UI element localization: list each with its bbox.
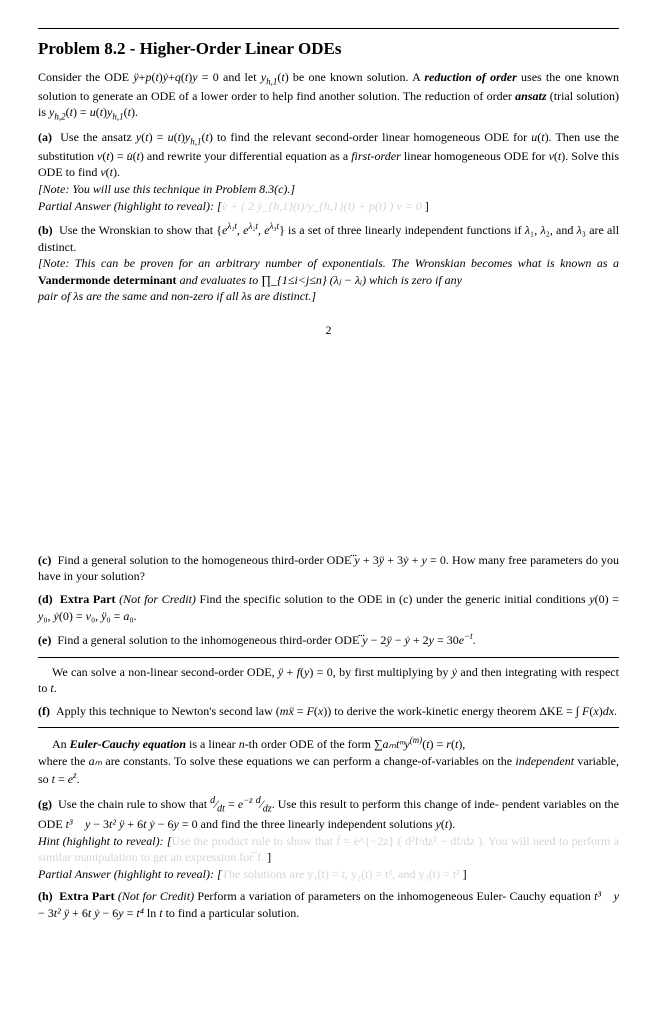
part-g-partial-label: Partial Answer (highlight to reveal): [ <box>38 867 222 881</box>
part-a-partial-close: ] <box>422 199 429 213</box>
euler-cauchy-paragraph: An Euler-Cauchy equation is a linear n-t… <box>38 727 619 788</box>
nonlinear-paragraph: We can solve a non-linear second-order O… <box>38 657 619 697</box>
part-d: (d) Extra Part (Not for Credit) Find the… <box>38 591 619 624</box>
part-g-label: (g) <box>38 797 52 811</box>
ec-rest: is a linear n-th order ODE of the form ∑… <box>186 737 465 751</box>
part-a-note: [Note: You will use this technique in Pr… <box>38 182 295 196</box>
part-e-label: (e) <box>38 633 51 647</box>
part-a-hidden-answer[interactable]: v̇ + ( 2 ẏ_{h,1}(t)/y_{h,1}(t) + p(t) ) … <box>222 199 422 213</box>
part-a: (a) Use the ansatz y(t) = u(t)yh,1(t) to… <box>38 129 619 214</box>
part-g-hidden-answer[interactable]: The solutions are y₁(t) = t, y₂(t) = t²,… <box>222 867 460 881</box>
term-ansatz: ansatz <box>515 89 546 103</box>
part-g-partial-close: ] <box>460 867 467 881</box>
part-f: (f) Apply this technique to Newton's sec… <box>38 703 619 720</box>
term-reduction: reduction of order <box>424 70 516 84</box>
part-b: (b) Use the Wronskian to show that {eλ₁t… <box>38 220 619 305</box>
part-g: (g) Use the chain rule to show that d⁄dt… <box>38 794 619 882</box>
part-f-label: (f) <box>38 704 50 718</box>
top-rule <box>38 28 619 29</box>
part-h-label: (h) <box>38 889 53 903</box>
part-a-partial-label: Partial Answer (highlight to reveal): [ <box>38 199 222 213</box>
part-h: (h) Extra Part (Not for Credit) Perform … <box>38 888 619 921</box>
part-c-label: (c) <box>38 553 51 567</box>
page-number: 2 <box>38 323 619 338</box>
part-b-note: [Note: This can be proven for an arbitra… <box>38 256 619 287</box>
part-d-extra: Extra Part <box>60 592 116 606</box>
part-d-extra-note: (Not for Credit) <box>119 592 196 606</box>
part-h-extra: Extra Part <box>59 889 114 903</box>
part-a-label: (a) <box>38 130 52 144</box>
page-gap <box>38 366 619 546</box>
part-g-hint-label: Hint (highlight to reveal): [ <box>38 834 172 848</box>
problem-title: Problem 8.2 - Higher-Order Linear ODEs <box>38 39 619 59</box>
part-g-hint-close: ] <box>264 850 271 864</box>
part-d-label: (d) <box>38 592 53 606</box>
part-h-extra-note: (Not for Credit) <box>118 889 194 903</box>
part-e: (e) Find a general solution to the inhom… <box>38 630 619 649</box>
intro-paragraph: Consider the ODE ÿ+p(t)ẏ+q(t)y = 0 and l… <box>38 69 619 123</box>
term-euler-cauchy: Euler-Cauchy equation <box>70 737 186 751</box>
part-b-label: (b) <box>38 223 53 237</box>
part-b-note-2: pair of λs are the same and non-zero if … <box>38 289 316 303</box>
part-c: (c) Find a general solution to the homog… <box>38 552 619 585</box>
problem-page: Problem 8.2 - Higher-Order Linear ODEs C… <box>0 0 657 951</box>
